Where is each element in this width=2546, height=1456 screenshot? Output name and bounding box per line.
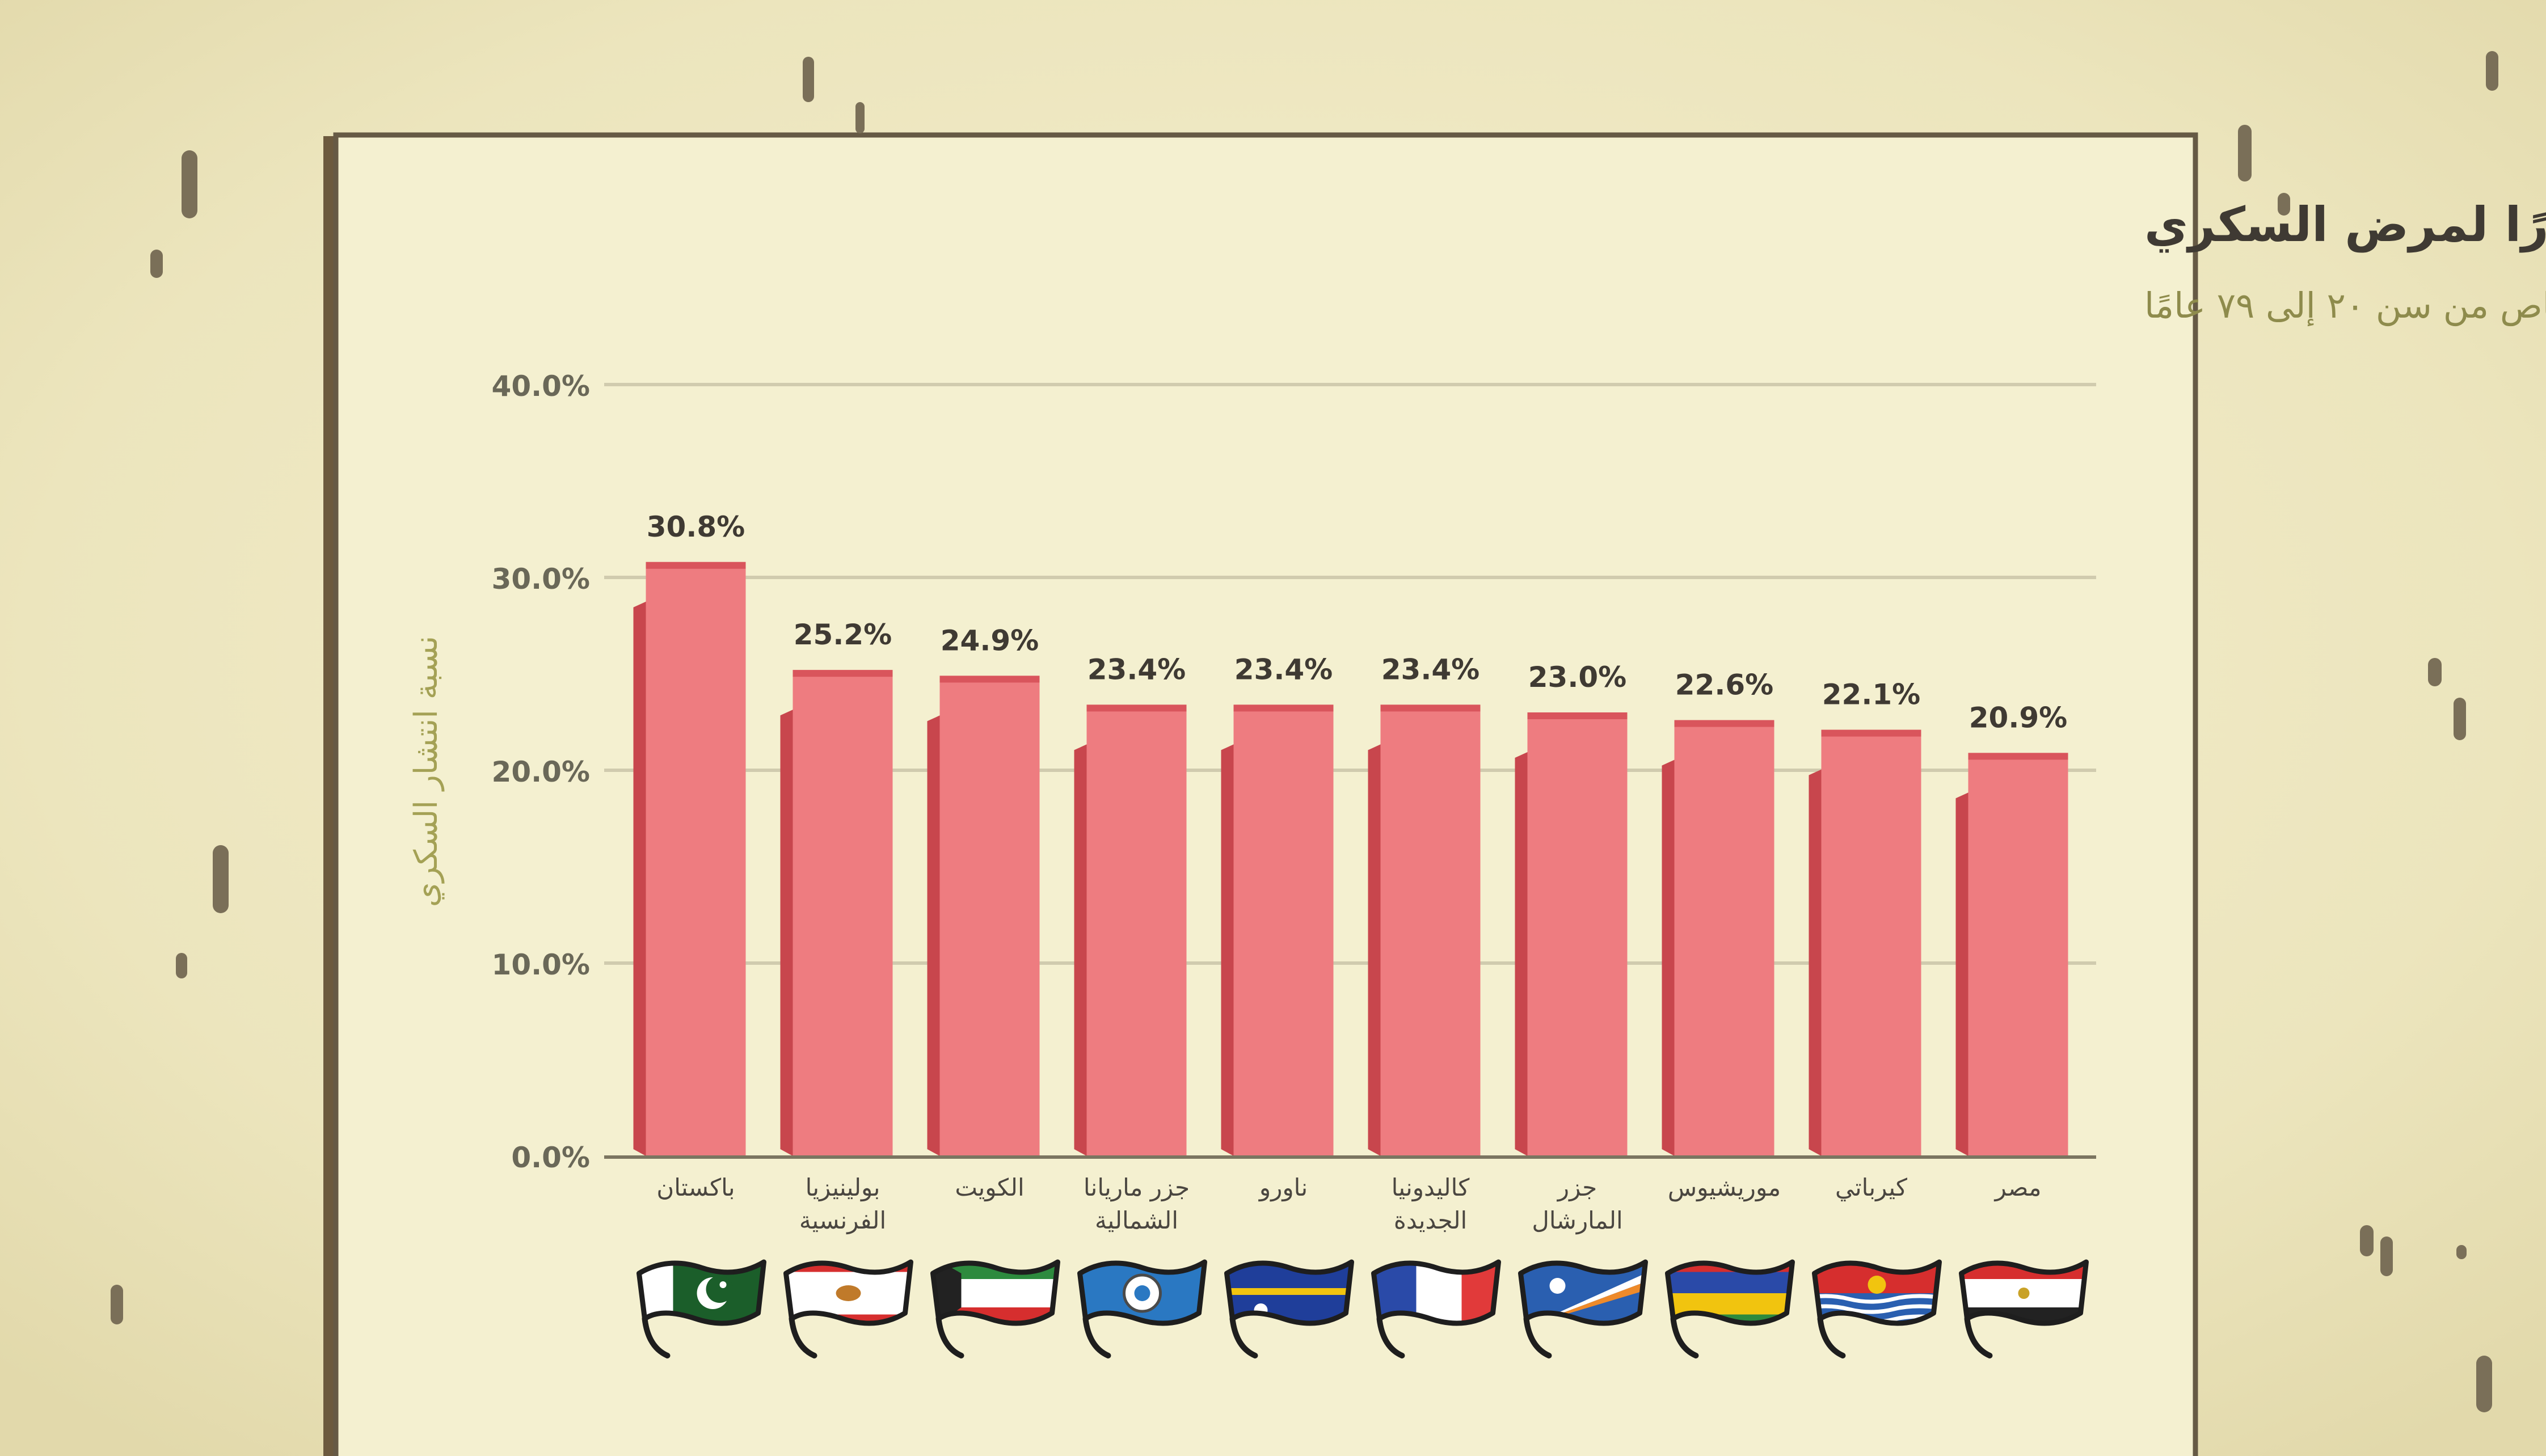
bar-rect [1527, 712, 1628, 1156]
mauritius-flag-icon [1665, 1259, 1795, 1358]
decorative-marks [111, 51, 2498, 1412]
value-label: 25.2% [794, 618, 892, 651]
category-label: كاليدونيا [1392, 1174, 1470, 1201]
value-label: 23.4% [1381, 653, 1479, 686]
bar-top-edge [1674, 720, 1774, 727]
category-label: المارشال [1532, 1206, 1622, 1234]
bar-shadow [1515, 752, 1528, 1156]
value-label: 30.8% [647, 510, 745, 543]
value-label: 23.4% [1087, 653, 1186, 686]
bar-shadow [1221, 744, 1234, 1156]
bar-shadow [780, 710, 793, 1156]
bar-top-edge [1086, 704, 1187, 712]
category-label: جزر [1557, 1174, 1597, 1201]
bar-rect [646, 562, 746, 1156]
category-label: بولينيزيا [806, 1174, 880, 1201]
chart-subtitle: بين الأشخاص من سن ٢٠ إلى ٧٩ عامًا [2144, 284, 2546, 327]
bars [633, 562, 2068, 1156]
value-label: 20.9% [1969, 701, 2067, 734]
bar-rect [1086, 704, 1187, 1156]
bar-shadow [1368, 744, 1381, 1156]
value-labels: 30.8% 25.2% 24.9% 23.4% 23.4% 23.4% 23.0% 22.6%… [647, 510, 2067, 735]
bar-top-edge [939, 676, 1040, 683]
category-label: الفرنسية [799, 1206, 886, 1234]
y-tick-label: 30.0% [492, 563, 590, 596]
bar-top-edge [793, 670, 893, 677]
bar-top-edge [1821, 729, 1921, 737]
kiribati-flag-icon [1812, 1259, 1942, 1358]
category-label: جزر ماريانا [1084, 1174, 1190, 1201]
bar-top-edge [1968, 753, 2068, 760]
bar-rect [1968, 753, 2068, 1156]
bar-0 [633, 562, 746, 1156]
bar-rect [793, 670, 893, 1156]
value-label: 23.0% [1528, 661, 1626, 694]
category-label: الكويت [955, 1174, 1024, 1201]
bar-shadow [1955, 792, 1968, 1156]
french-polynesia-flag-icon [783, 1259, 913, 1358]
new-caledonia-flag-icon [1371, 1259, 1501, 1358]
bar-6 [1515, 712, 1628, 1156]
bar-shadow [633, 601, 646, 1156]
bar-rect [939, 676, 1040, 1156]
category-label: كيرباتي [1835, 1174, 1907, 1202]
bar-top-edge [646, 562, 746, 569]
northern-mariana-islands-flag-icon [1077, 1259, 1207, 1358]
flags [636, 1259, 2089, 1358]
bar-rect [1821, 729, 1921, 1156]
egypt-flag-icon [1959, 1259, 2089, 1358]
nauru-flag-icon [1224, 1259, 1354, 1358]
bar-shadow [1809, 769, 1822, 1156]
category-label: الشمالية [1095, 1206, 1178, 1234]
bar-rect [1233, 704, 1334, 1156]
pakistan-flag-icon [636, 1259, 766, 1358]
category-label: موريشيوس [1668, 1174, 1781, 1201]
chart-title: الدول العشرة الأكثر انتشارًا لمرض السكري [2144, 196, 2546, 253]
value-label: 22.6% [1675, 669, 1773, 702]
y-tick-label: 40.0% [492, 370, 590, 403]
category-label: ناورو [1258, 1174, 1308, 1201]
y-tick-label: 20.0% [492, 756, 590, 788]
category-label: مصر [1993, 1174, 2041, 1201]
kuwait-flag-icon [930, 1259, 1060, 1358]
bar-4 [1221, 704, 1334, 1156]
x-axis-categories: باكستان بولينيزيا الفرنسية الكويت جزر ماريان… [656, 1174, 2041, 1234]
y-tick-label: 10.0% [492, 948, 590, 981]
bar-top-edge [1380, 704, 1481, 712]
bar-3 [1074, 704, 1187, 1156]
bar-5 [1368, 704, 1481, 1156]
bar-shadow [1662, 759, 1675, 1156]
category-label: باكستان [656, 1174, 735, 1201]
bar-shadow [1074, 744, 1087, 1156]
y-axis-ticks: 0.0% 10.0% 20.0% 30.0% 40.0% [492, 370, 590, 1174]
y-tick-label: 0.0% [511, 1141, 590, 1174]
bar-rect [1380, 704, 1481, 1156]
value-label: 24.9% [941, 624, 1039, 657]
bar-rect [1674, 720, 1774, 1156]
value-label: 22.1% [1822, 678, 1920, 711]
marshall-islands-flag-icon [1518, 1259, 1648, 1358]
bar-8 [1809, 729, 1921, 1156]
category-label: الجديدة [1394, 1206, 1467, 1234]
bar-9 [1955, 753, 2068, 1156]
y-axis-label: نسبة انتشار السكري [408, 636, 445, 907]
bar-1 [780, 670, 893, 1156]
bar-7 [1662, 720, 1774, 1156]
value-label: 23.4% [1234, 653, 1333, 686]
bar-shadow [927, 715, 940, 1156]
bar-2 [927, 676, 1040, 1156]
bar-top-edge [1527, 712, 1628, 719]
bar-top-edge [1233, 704, 1334, 712]
